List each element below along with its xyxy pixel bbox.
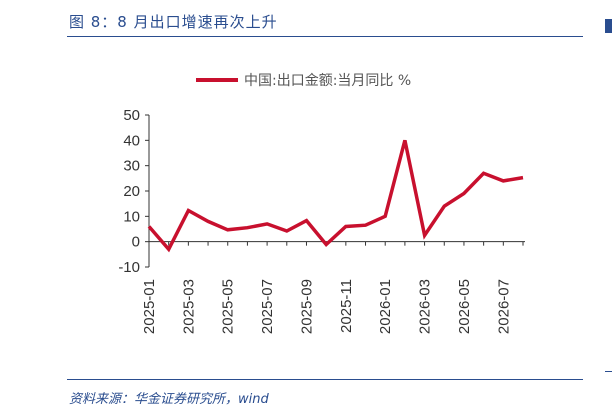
x-tick-label: 2025-03 (180, 279, 197, 334)
x-tick-label: 2026-05 (456, 279, 473, 334)
adjacent-panel-edge (605, 19, 612, 33)
y-tick-label: 30 (123, 158, 140, 175)
x-tick-label: 2025-01 (141, 279, 158, 334)
figure-title: 图 8：8 月出口增速再次上升 (69, 13, 278, 31)
series-layer (147, 139, 524, 253)
source-divider (67, 379, 583, 380)
y-axis-ticks: -10 0 10 20 30 40 50 (118, 107, 149, 276)
title-divider (67, 36, 583, 37)
y-tick-label: 20 (123, 183, 140, 200)
x-axis-ticks: 2025-01 2025-03 2025-05 2025-07 2025-09 2025-… (141, 241, 524, 334)
x-tick-label: 2025-09 (298, 279, 315, 334)
x-tick-label: 2026-01 (377, 279, 394, 334)
y-tick-label: 0 (132, 234, 140, 251)
y-tick-label: 50 (123, 107, 140, 124)
x-tick-label: 2025-07 (259, 279, 276, 334)
x-tick-label: 2026-07 (495, 279, 512, 334)
source-note: 资料来源：华金证券研究所，wind (69, 392, 269, 407)
y-tick-label: 40 (123, 132, 140, 149)
series-line (147, 139, 524, 253)
legend-label: 中国:出口金额:当月同比 % (244, 73, 411, 89)
legend: 中国:出口金额:当月同比 % (196, 73, 411, 89)
x-tick-label: 2026-03 (417, 279, 434, 334)
y-tick-label: -10 (118, 259, 140, 276)
y-tick-label: 10 (123, 208, 140, 225)
adjacent-panel-edge-bottom (605, 371, 612, 372)
x-tick-label: 2025-05 (220, 279, 237, 334)
x-tick-label: 2025-11 (338, 279, 355, 333)
